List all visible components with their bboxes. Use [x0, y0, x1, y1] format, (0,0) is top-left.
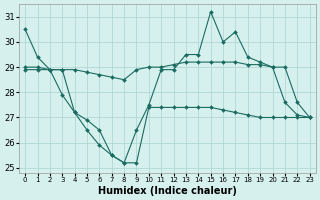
X-axis label: Humidex (Indice chaleur): Humidex (Indice chaleur) — [98, 186, 237, 196]
